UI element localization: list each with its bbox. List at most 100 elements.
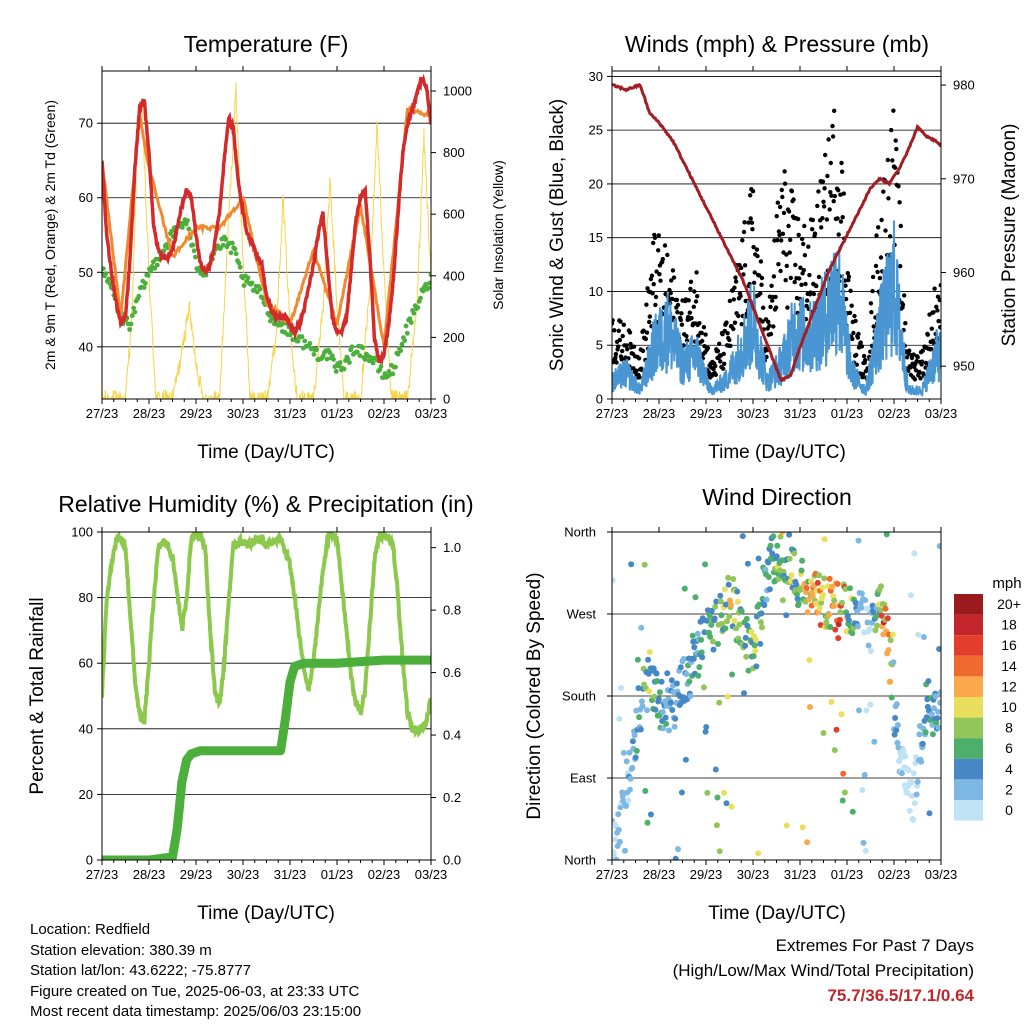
colorbar-label: 8 [1005, 720, 1013, 736]
gust-point [852, 313, 857, 319]
direction-point [763, 596, 770, 603]
gust-point [848, 288, 853, 293]
direction-point [783, 822, 790, 829]
direction-point [755, 850, 762, 857]
direction-point [726, 613, 733, 620]
y-tick-label-right: 400 [443, 268, 465, 283]
gust-point [758, 259, 764, 264]
colorbar-swatch [954, 594, 983, 615]
direction-point [612, 577, 616, 584]
y-tick-label-right: 0.0 [443, 853, 461, 868]
gust-point [741, 229, 747, 235]
dewpoint-point [314, 347, 319, 353]
y-tick-label-right: 200 [443, 330, 465, 345]
gust-point [898, 223, 903, 229]
direction-point [937, 689, 941, 696]
temperature-panel: 27/23 28/23 29/23 30/23 31/23 01/23 02/23 03/23… [42, 31, 506, 463]
gust-point [935, 294, 941, 299]
gust-point [861, 353, 867, 359]
gust-point [902, 293, 907, 298]
direction-point [786, 532, 793, 538]
gust-point [920, 348, 925, 353]
gust-point [825, 173, 830, 179]
direction-point [703, 724, 710, 730]
direction-point [797, 586, 804, 593]
direction-point [627, 786, 633, 793]
gust-point [761, 305, 766, 310]
direction-point [926, 810, 933, 817]
direction-point [867, 648, 874, 655]
dewpoint-point [148, 268, 154, 274]
direction-point [915, 631, 922, 638]
gust-point [625, 347, 630, 352]
gust-point [679, 311, 684, 316]
dewpoint-point [423, 281, 429, 287]
gust-point [757, 273, 762, 278]
dewpoint-point [186, 226, 192, 232]
temperature-x-label: Time (Day/UTC) [197, 442, 335, 463]
gust-point [631, 366, 636, 371]
direction-point [623, 803, 630, 809]
direction-point [918, 758, 925, 765]
gust-point [780, 194, 785, 200]
direction-point [791, 550, 798, 557]
direction-point [633, 747, 640, 754]
direction-point [738, 608, 745, 615]
gust-point [889, 127, 894, 133]
direction-point [758, 610, 765, 617]
dewpoint-point [420, 288, 426, 294]
gust-point [929, 346, 934, 352]
gust-point [784, 263, 789, 269]
direction-point [694, 630, 701, 637]
direction-y-label-left: Direction (Colored By Speed) [524, 572, 545, 819]
gust-point [713, 372, 718, 377]
gust-point [935, 308, 940, 313]
gust-point [612, 318, 615, 323]
x-tick-label: 28/23 [643, 406, 676, 421]
gust-point [894, 146, 899, 152]
x-tick-label: 01/23 [831, 867, 864, 882]
x-tick-label: 27/23 [596, 406, 629, 421]
direction-point [690, 655, 697, 662]
colorbar-label: 12 [1001, 678, 1017, 694]
gust-point [811, 291, 817, 297]
direction-point [655, 696, 662, 703]
direction-point [817, 622, 824, 628]
direction-point [931, 705, 937, 712]
dewpoint-point [127, 327, 132, 332]
direction-point [813, 600, 820, 607]
gust-point [878, 255, 884, 260]
gust-point [686, 298, 691, 303]
humidity-plot-area [102, 532, 431, 860]
gust-point [840, 215, 845, 220]
direction-point [862, 597, 869, 604]
gust-point [689, 315, 694, 321]
x-tick-label: 30/23 [227, 867, 260, 882]
gust-point [668, 290, 673, 296]
direction-point [770, 533, 777, 540]
direction-point [750, 653, 757, 660]
direction-point [814, 579, 821, 586]
colorbar-label: 4 [1005, 761, 1013, 777]
direction-point [698, 649, 705, 656]
dewpoint-point [354, 349, 360, 355]
direction-point [637, 726, 644, 733]
direction-point [935, 708, 941, 715]
gust-point [679, 322, 685, 327]
dewpoint-point [427, 280, 431, 286]
dewpoint-point [131, 305, 137, 311]
direction-point [617, 804, 624, 811]
y-tick-label-right: 0.4 [443, 728, 461, 743]
gust-point [828, 160, 833, 166]
dewpoint-point [302, 338, 308, 344]
gust-point [810, 217, 815, 223]
direction-point [718, 612, 725, 619]
dewpoint-point [257, 286, 263, 292]
dewpoint-point [399, 341, 405, 347]
series-relative-humidity [102, 532, 431, 739]
gust-point [751, 244, 756, 250]
direction-point [925, 678, 932, 685]
gust-point [819, 225, 824, 230]
direction-point [873, 613, 879, 620]
dewpoint-point [329, 353, 335, 359]
